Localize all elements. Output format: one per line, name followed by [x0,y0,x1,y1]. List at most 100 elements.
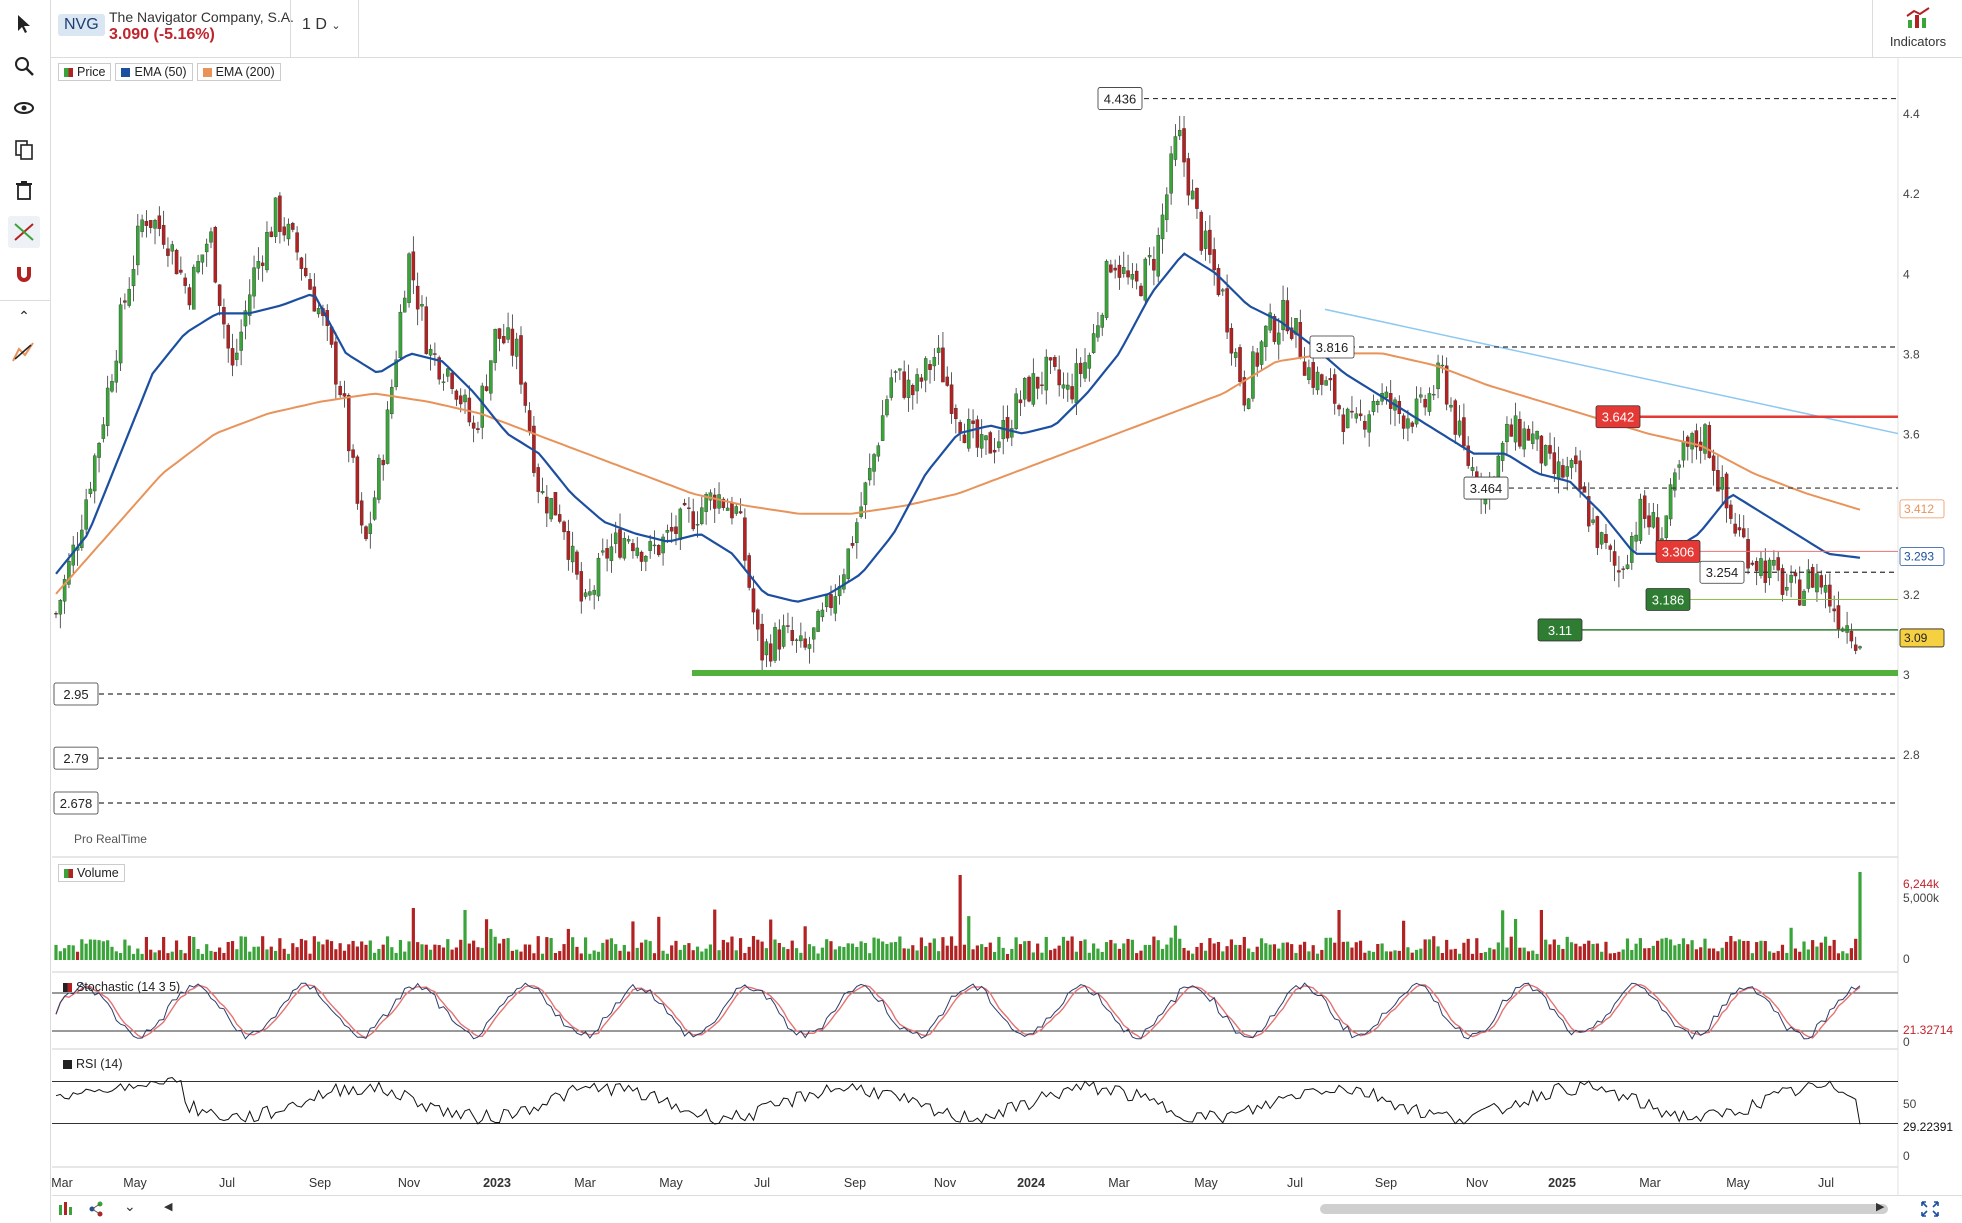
candle [1724,473,1729,509]
volume-bar [1259,938,1264,960]
candle [1324,380,1328,386]
ema200-tag-box [1899,499,1945,519]
volume-bar [226,941,230,960]
volume-bar [1612,953,1617,960]
scroll-left-icon[interactable]: ◀ [164,1201,173,1213]
indicators-button[interactable]: Indicators [1872,0,1962,57]
volume-bar [1074,951,1079,960]
candle [1332,374,1337,404]
volume-bar [118,952,123,960]
volume-bar [1143,944,1147,960]
candle [687,507,691,509]
candle [84,499,88,530]
horizontal-scrollbar[interactable] [1320,1204,1888,1214]
share-icon[interactable] [88,1201,104,1217]
volume-bar [1410,952,1414,960]
trend-icon[interactable] [8,216,40,248]
candle [1022,378,1027,400]
candle [1853,644,1858,651]
volume-bar [1724,941,1729,960]
volume-bar [1044,936,1048,960]
volume-bar [747,946,751,960]
x-tick-label: 2023 [483,1176,511,1190]
candle [1630,536,1634,563]
volume-bar [71,945,75,960]
legend-rsi[interactable]: RSI (14) [58,1056,128,1072]
legend-stochastic[interactable]: Stochastic (14 3 5) [58,979,185,995]
collapse-icon[interactable]: ⌃ [18,307,30,324]
x-tick-label: Nov [1466,1176,1489,1190]
candle [1832,608,1836,612]
candle [179,269,183,273]
magnet-icon[interactable] [8,258,40,290]
volume-bar [1806,949,1810,960]
volume-bar [1238,945,1242,960]
candle [661,536,665,554]
ema50-tag-box [1899,547,1945,566]
candle [67,561,71,585]
scroll-right-icon[interactable]: ▶ [1876,1201,1885,1213]
legend-price[interactable]: Price [58,63,112,81]
volume-bar [360,941,364,960]
interval-select[interactable]: 1 D ⌄ [302,16,341,34]
candle [549,498,553,520]
candle [988,432,993,454]
ticker-symbol[interactable]: NVG [58,14,105,36]
pointer-icon[interactable] [8,8,40,40]
legend-volume[interactable]: Volume [58,864,125,882]
chevron-down-icon[interactable]: ⌄ [124,1198,136,1214]
zoom-icon[interactable] [8,50,40,82]
volume-bar [1191,953,1195,960]
level-label-box [1537,618,1583,642]
candle [1444,365,1449,405]
volume-bar [411,908,415,960]
candle [605,548,609,559]
fit-screen-icon[interactable] [1920,1200,1940,1218]
chart-type-icon[interactable] [58,1201,74,1217]
candle [295,232,299,253]
candle [588,591,592,596]
eye-icon[interactable] [8,92,40,124]
candle [1169,153,1173,194]
volume-bar [1216,941,1221,960]
candle [781,625,786,647]
volume-bar [812,946,816,960]
candle [532,425,536,473]
candle [1315,371,1320,391]
candle [992,449,997,453]
volume-bar [1544,939,1548,960]
volume-bar [1746,940,1750,960]
volume-bar [347,944,351,960]
volume-bar [1242,936,1246,960]
draw-icon[interactable] [8,336,40,368]
volume-bar [1475,938,1479,960]
x-tick-label: Mar [1639,1176,1661,1190]
copy-icon[interactable] [8,134,40,166]
volume-bar [1436,946,1440,960]
volume-bar [1320,949,1324,960]
volume-bar [769,919,773,960]
volume-bar [1393,950,1397,960]
volume-bar [1759,940,1763,960]
volume-bar [1772,952,1776,960]
volume-bar [1699,947,1703,960]
volume-bar [1819,942,1823,960]
legend-ema50[interactable]: EMA (50) [115,63,193,81]
legend-ema200[interactable]: EMA (200) [196,63,281,81]
volume-bar [1290,944,1294,960]
candle [157,215,162,229]
candle [1466,445,1470,466]
candle [893,371,898,373]
candle [579,571,584,602]
volume-bar [58,951,62,960]
volume-bar [248,951,252,960]
candle [596,557,601,597]
level-label: 2.95 [63,687,88,702]
volume-bar [1535,953,1539,960]
volume-bar [898,936,902,960]
volume-bar [205,944,209,960]
trash-icon[interactable] [8,174,40,206]
candle [644,556,648,562]
volume-bar [295,947,299,960]
